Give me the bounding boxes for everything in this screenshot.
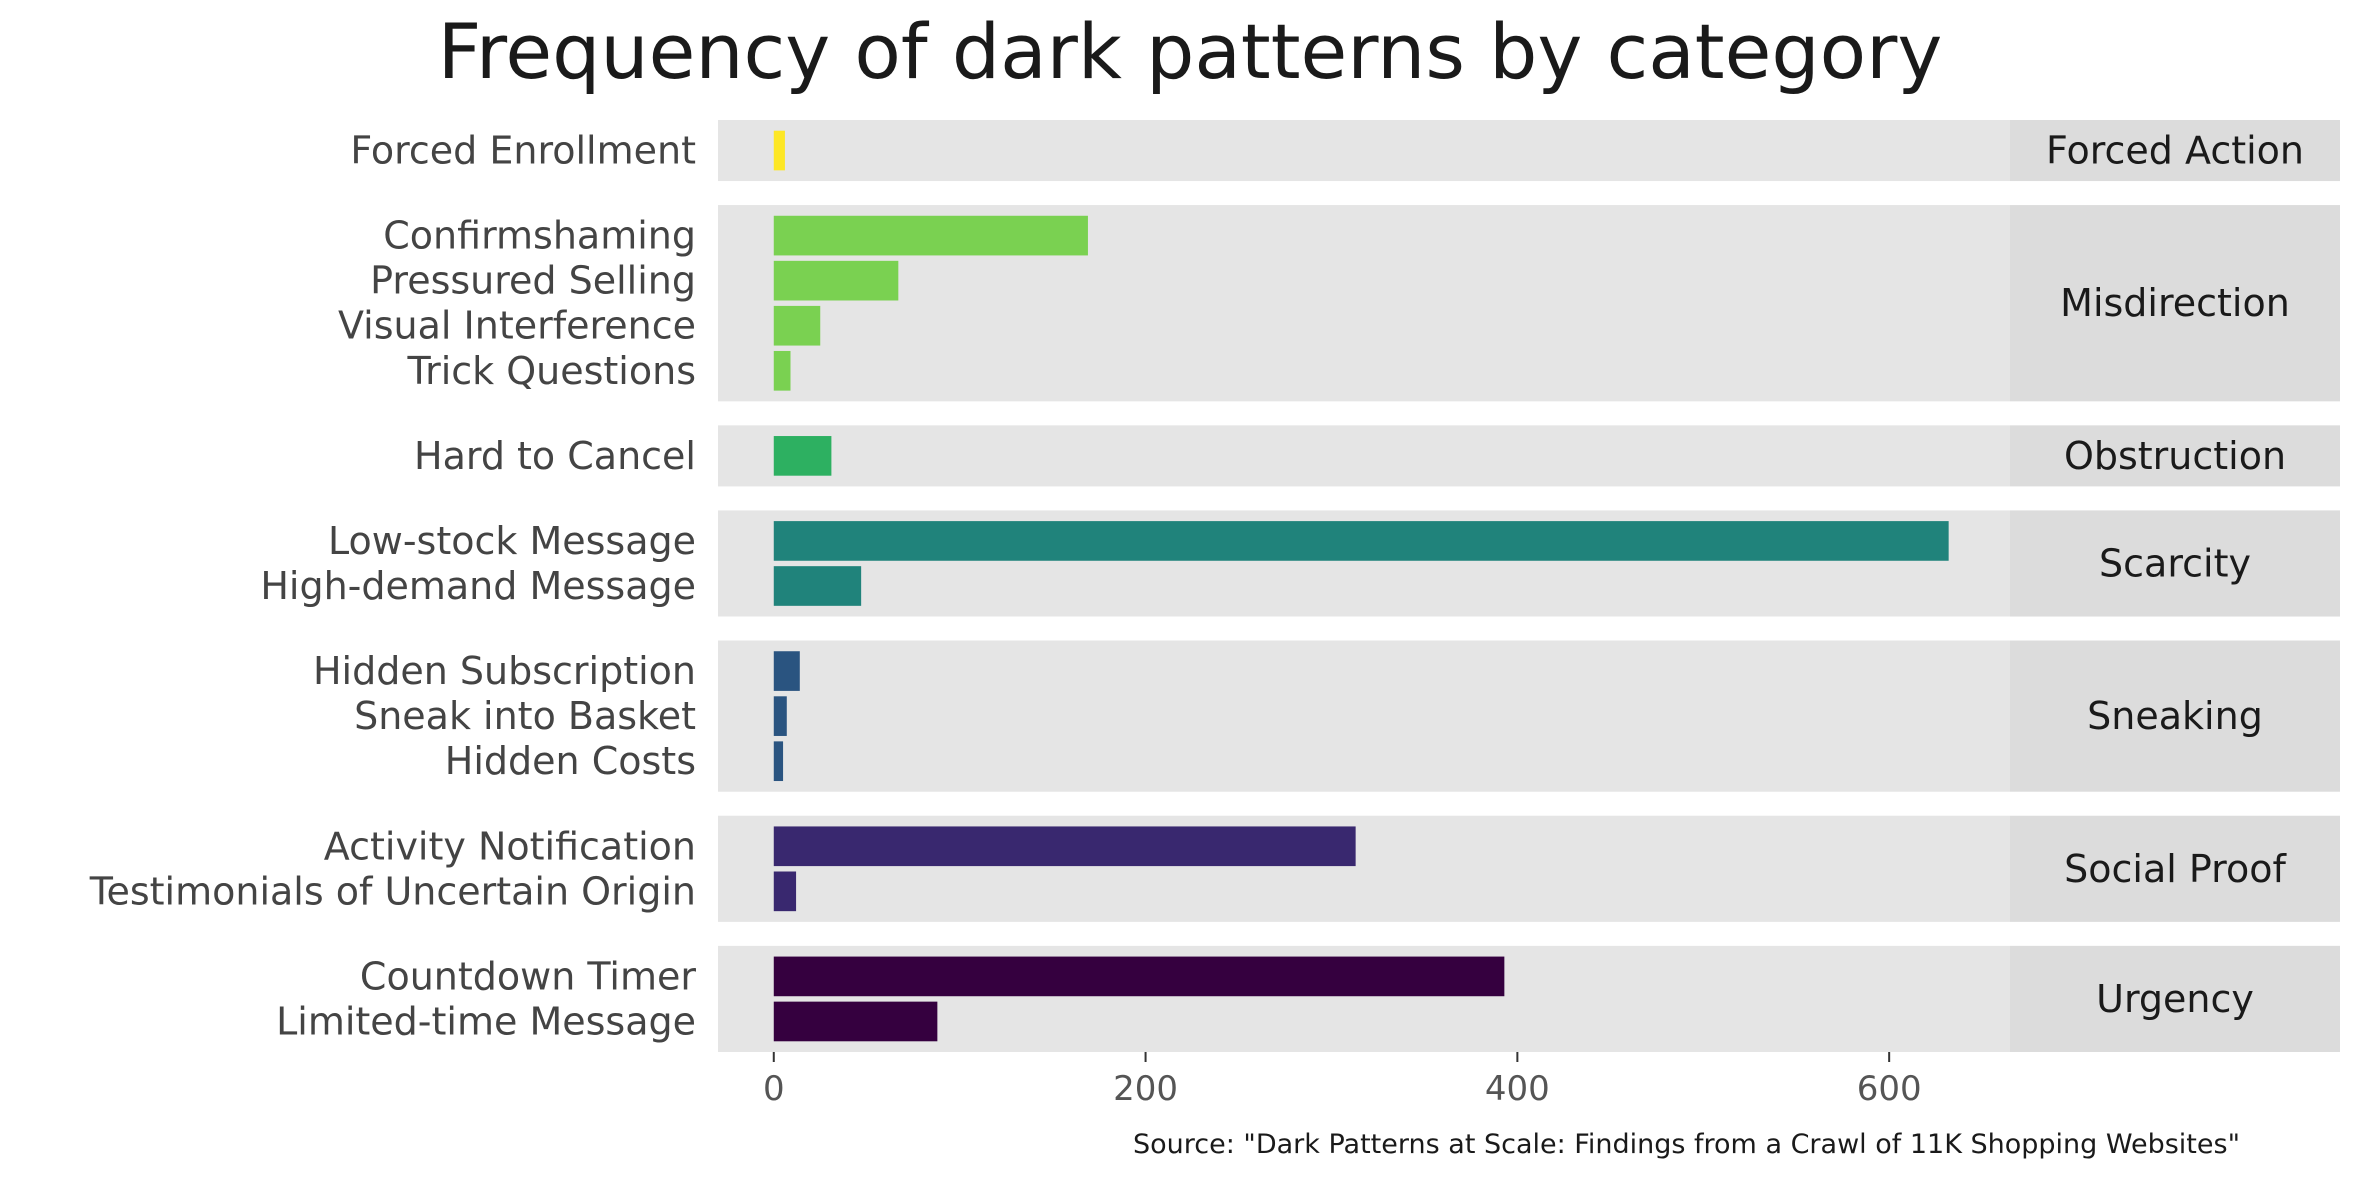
panel-forced-action: Forced Action Forced Enrollment bbox=[350, 120, 2340, 182]
strip-background bbox=[2010, 945, 2340, 1052]
category-label: Testimonials of Uncertain Origin bbox=[89, 869, 696, 913]
category-label: Pressured Selling bbox=[370, 259, 696, 303]
bar-forced-enrollment bbox=[773, 130, 785, 171]
panel-background bbox=[718, 120, 2010, 182]
chart-title: Frequency of dark patterns by category bbox=[438, 7, 1943, 96]
category-label: Confirmshaming bbox=[383, 214, 696, 258]
bar-hard-to-cancel bbox=[773, 436, 832, 476]
bar-activity-notification bbox=[773, 826, 1356, 867]
category-label: Low-stock Message bbox=[328, 519, 696, 563]
strip-background bbox=[2010, 425, 2340, 487]
bar-hidden-costs bbox=[773, 741, 784, 782]
bar-sneak-into-basket bbox=[773, 696, 787, 736]
bar-confirmshaming bbox=[773, 215, 1088, 256]
bar-countdown-timer bbox=[773, 956, 1505, 997]
bar-visual-interference bbox=[773, 305, 821, 346]
category-label: Hidden Costs bbox=[445, 739, 696, 783]
panel-background bbox=[718, 640, 2010, 792]
bar-testimonials-of-uncertain-origin bbox=[773, 871, 797, 912]
category-label: High-demand Message bbox=[260, 564, 696, 608]
bar-pressured-selling bbox=[773, 260, 899, 301]
strip-label: Urgency bbox=[2096, 977, 2254, 1021]
category-label: Countdown Timer bbox=[360, 954, 696, 998]
strip-background bbox=[2010, 120, 2340, 182]
bar-trick-questions bbox=[773, 350, 791, 391]
chart-caption: Source: "Dark Patterns at Scale: Finding… bbox=[1133, 1129, 2240, 1160]
x-tick-label: 600 bbox=[1857, 1069, 1922, 1109]
category-label: Visual Interference bbox=[338, 304, 696, 348]
category-label: Forced Enrollment bbox=[350, 129, 696, 173]
strip-label: Obstruction bbox=[2064, 434, 2286, 478]
strip-label: Social Proof bbox=[2064, 847, 2287, 891]
category-label: Hidden Subscription bbox=[313, 649, 696, 693]
bar-hidden-subscription bbox=[773, 651, 800, 691]
category-label: Limited-time Message bbox=[276, 999, 696, 1043]
x-tick-label: 200 bbox=[1113, 1069, 1178, 1109]
panel-social-proof: Social Proof Activity NotificationTestimo… bbox=[89, 815, 2340, 922]
strip-background bbox=[2010, 510, 2340, 617]
strip-label: Scarcity bbox=[2099, 541, 2251, 585]
bar-high-demand-message bbox=[773, 566, 862, 606]
x-axis: 0 200 400 600 bbox=[763, 1052, 1922, 1109]
category-label: Hard to Cancel bbox=[414, 434, 696, 478]
category-label: Sneak into Basket bbox=[354, 694, 696, 738]
bar-limited-time-message bbox=[773, 1001, 938, 1042]
strip-label: Sneaking bbox=[2087, 694, 2263, 738]
x-tick-label: 400 bbox=[1485, 1069, 1550, 1109]
strip-background bbox=[2010, 205, 2340, 402]
category-label: Activity Notification bbox=[324, 824, 696, 868]
strip-label: Misdirection bbox=[2060, 281, 2290, 325]
panels: Forced Action Forced Enrollment Misdirecti… bbox=[89, 120, 2340, 1052]
category-label: Trick Questions bbox=[406, 349, 696, 393]
panel-obstruction: Obstruction Hard to Cancel bbox=[414, 425, 2340, 487]
bar-low-stock-message bbox=[773, 521, 1949, 561]
strip-background bbox=[2010, 640, 2340, 792]
strip-label: Forced Action bbox=[2046, 129, 2304, 173]
panel-background bbox=[718, 425, 2010, 487]
x-tick-label: 0 bbox=[763, 1069, 785, 1109]
strip-background bbox=[2010, 815, 2340, 922]
